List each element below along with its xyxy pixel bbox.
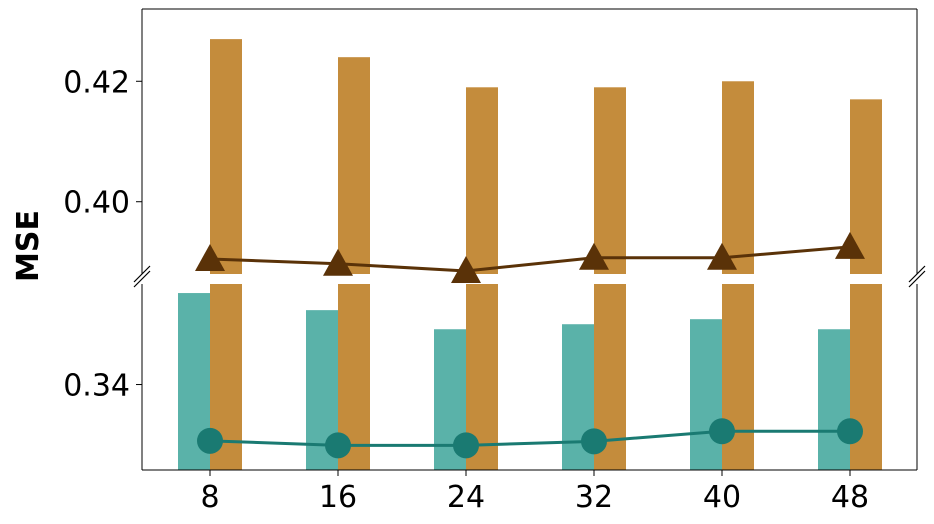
marker-triangle-24	[451, 255, 481, 283]
marker-circle-24	[453, 432, 479, 459]
marker-triangle-40	[707, 242, 737, 270]
break-mark-2b	[908, 265, 926, 283]
marker-circle-32	[581, 428, 607, 455]
xtick-label-32: 32	[575, 480, 613, 515]
upper-ytick-label-0.40: 0.40	[63, 186, 130, 221]
lower-panel	[178, 284, 882, 470]
bar-series2-16	[338, 57, 370, 274]
bar-series1-48	[818, 329, 850, 470]
bar-series2-32	[594, 87, 626, 274]
marker-triangle-8	[195, 243, 225, 271]
lower-bars	[178, 284, 882, 470]
lower-ytick-label-0.34: 0.34	[63, 369, 130, 404]
marker-triangle-48	[835, 231, 865, 259]
marker-circle-40	[709, 418, 735, 445]
xtick-label-8: 8	[200, 480, 219, 515]
break-mark-2a	[908, 270, 926, 288]
xtick-label-16: 16	[319, 480, 357, 515]
upper-ytick-label-0.42: 0.42	[63, 65, 130, 100]
upper-bars	[210, 39, 882, 274]
bar-series2-24	[466, 87, 498, 274]
marker-circle-8	[197, 427, 223, 454]
xtick-label-24: 24	[447, 480, 485, 515]
bar-series2-40	[722, 81, 754, 274]
break-mark-1a	[133, 270, 151, 288]
line-series-triangle	[209, 245, 851, 273]
marker-circle-16	[325, 432, 351, 459]
y-axis-label: MSE	[11, 210, 46, 282]
marker-triangle-16	[323, 248, 353, 276]
marker-triangle-32	[579, 242, 609, 270]
break-mark-1b	[133, 265, 151, 283]
xtick-label-48: 48	[831, 480, 869, 515]
bar-series2-8	[210, 39, 242, 274]
bar-series1-40	[690, 319, 722, 470]
line-series-circle	[209, 429, 850, 447]
marker-circle-48	[837, 418, 863, 445]
overlay: 0.40 0.42 0.34 8 16 24 32 40 48	[63, 8, 926, 515]
upper-panel	[210, 39, 882, 274]
xtick-label-40: 40	[703, 480, 741, 515]
